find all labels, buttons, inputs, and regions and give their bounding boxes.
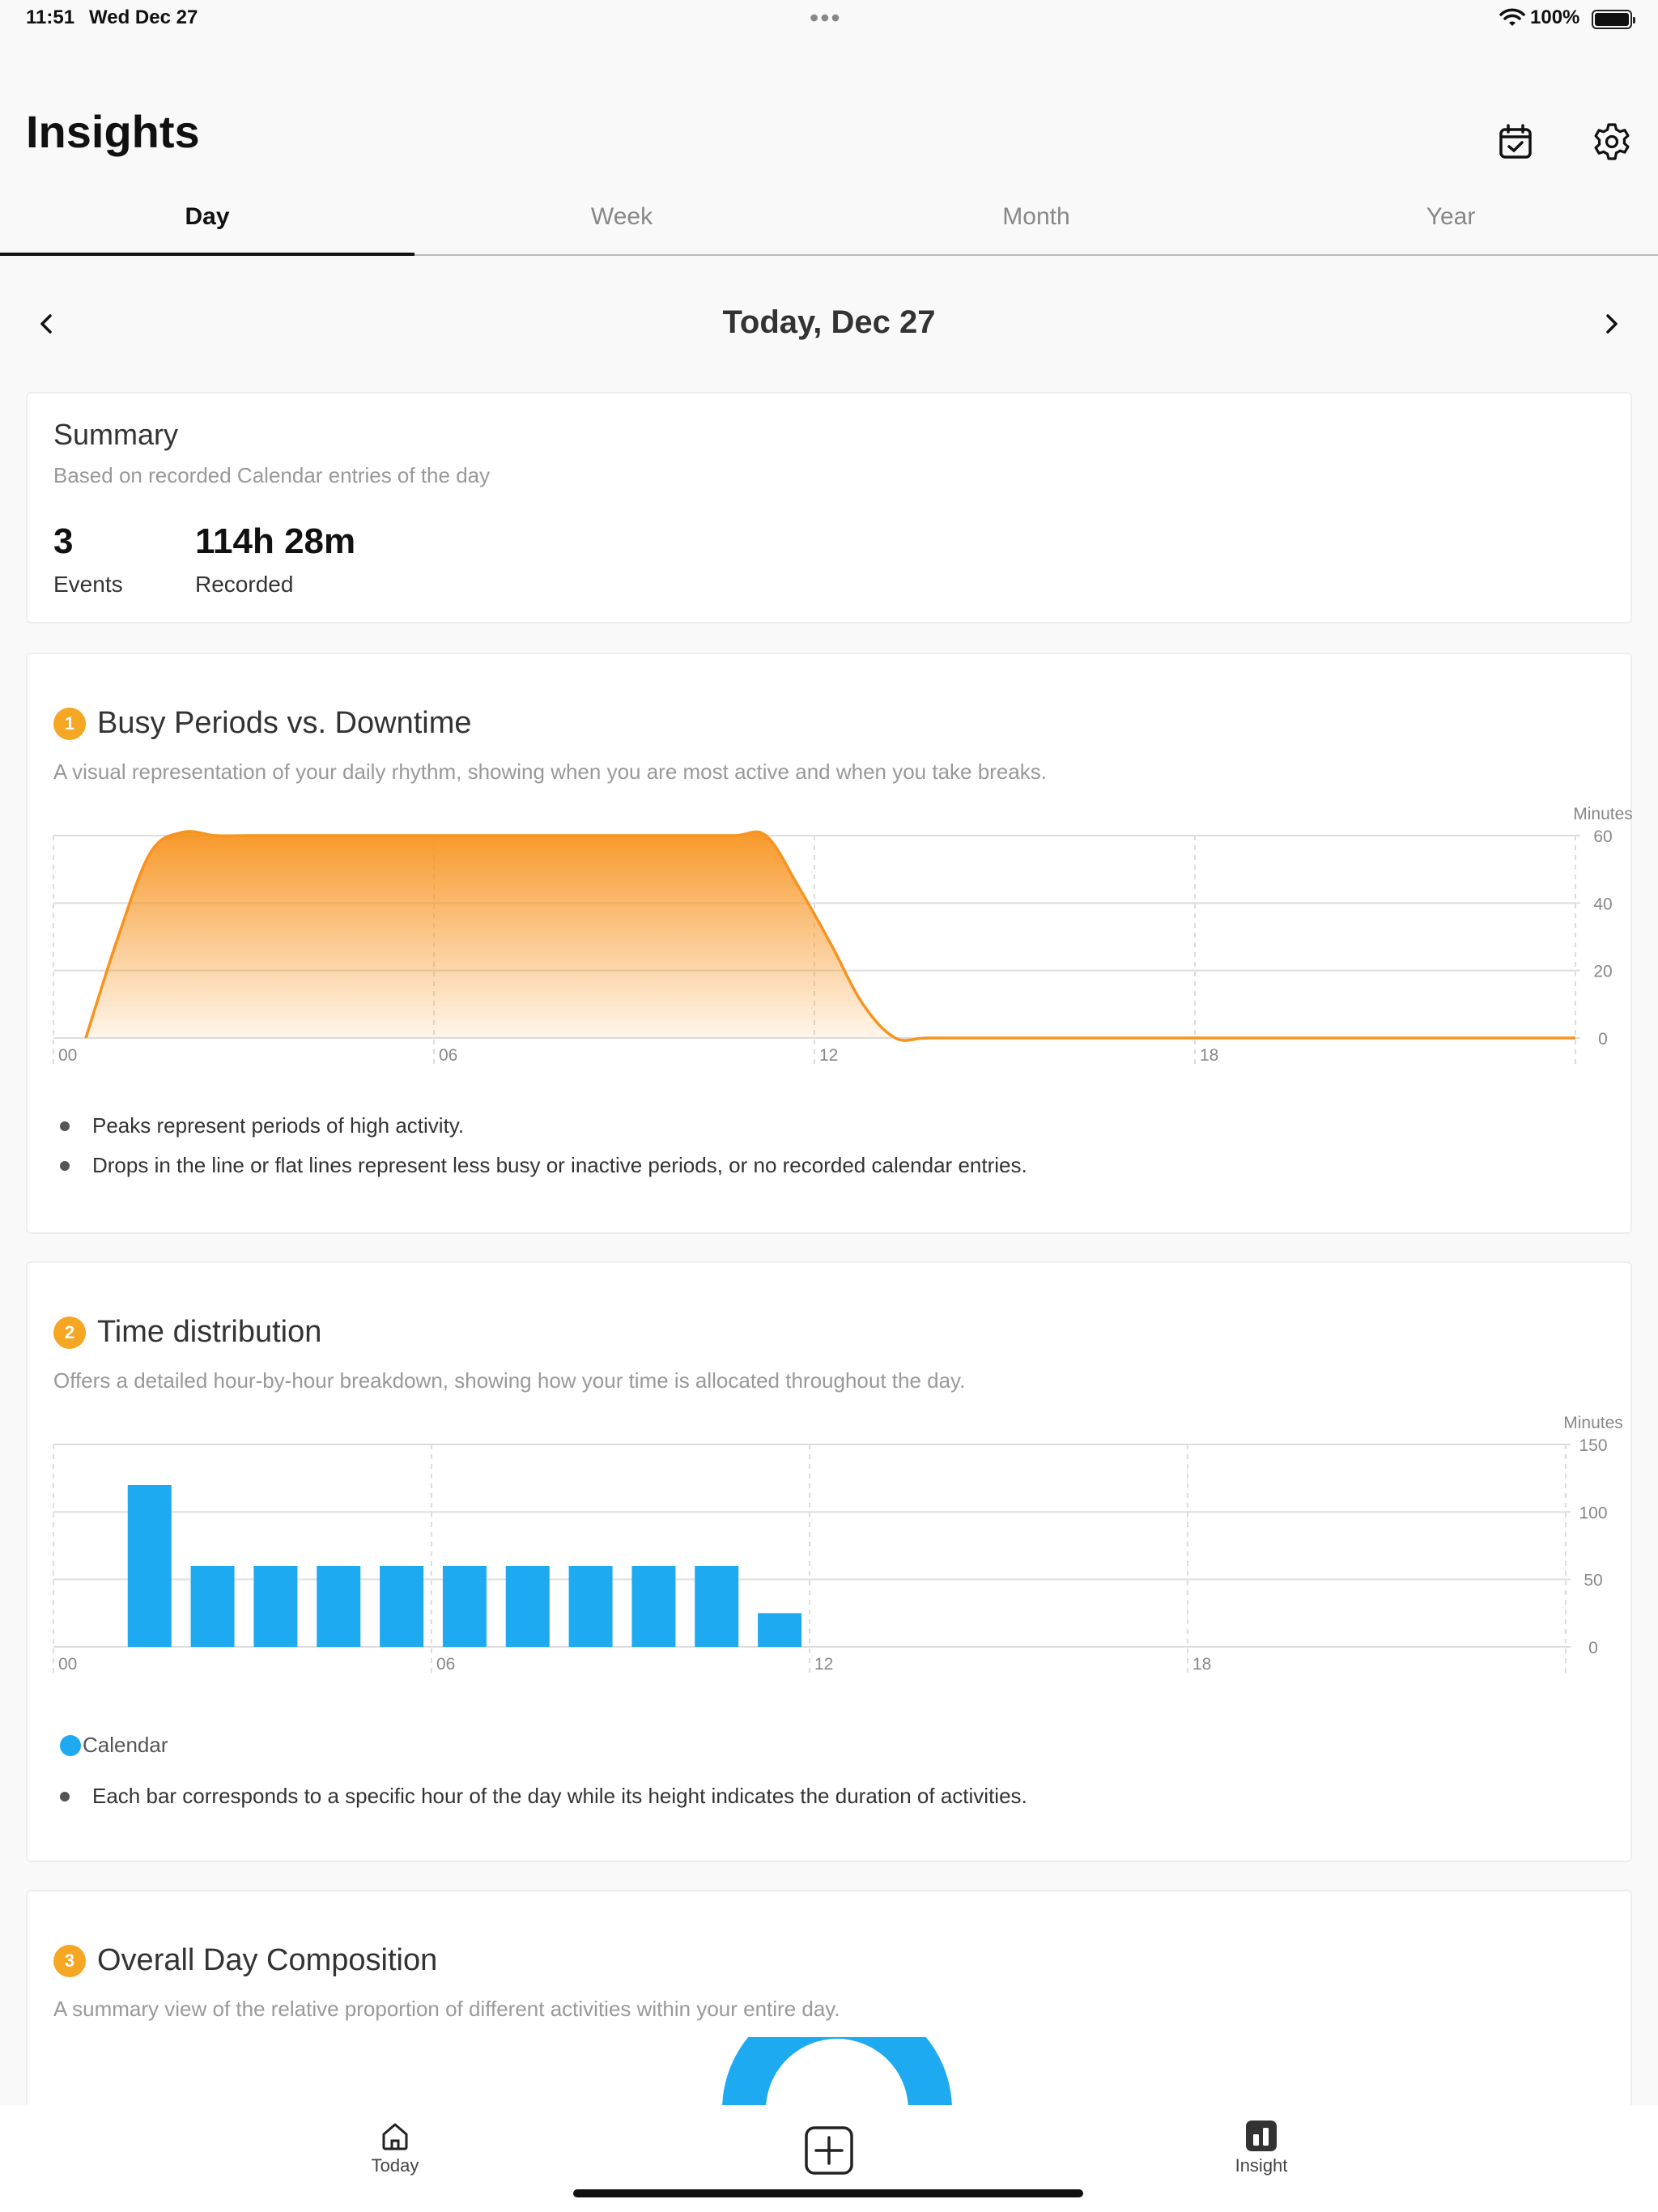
bar	[505, 1566, 550, 1647]
list-item: Each bar corresponds to a specific hour …	[60, 1781, 1027, 1821]
bar	[442, 1566, 487, 1647]
chart-legend: Calendar	[60, 1733, 168, 1758]
x-tick-label: 00	[58, 1046, 77, 1065]
section-number-badge: 2	[53, 1316, 86, 1349]
section-heading: 2 Time distribution	[53, 1315, 321, 1350]
tab-today[interactable]: Today	[338, 2118, 452, 2176]
section-heading: 1 Busy Periods vs. Downtime	[53, 706, 472, 741]
gear-icon[interactable]	[1592, 121, 1632, 162]
y-tick-label: 50	[1584, 1572, 1602, 1590]
tab-week[interactable]: Week	[590, 203, 653, 230]
events-label: Events	[53, 572, 123, 597]
x-tick-label: 12	[819, 1046, 838, 1065]
bullet-text: Each bar corresponds to a specific hour …	[92, 1784, 1027, 1808]
bar	[127, 1485, 172, 1647]
area-fill	[86, 831, 1575, 1041]
bar	[317, 1566, 361, 1647]
bullet-dot-icon	[60, 1792, 70, 1802]
y-tick-label: 60	[1593, 827, 1612, 846]
y-tick-label: 150	[1579, 1436, 1607, 1455]
plus-square-icon	[805, 2126, 853, 2175]
home-indicator	[573, 2189, 1083, 2197]
y-axis-label: Minutes	[1573, 805, 1633, 823]
bullet-text: Drops in the line or flat lines represen…	[92, 1153, 1027, 1177]
tab-insight[interactable]: Insight	[1205, 2118, 1318, 2176]
y-tick-label: 40	[1593, 895, 1612, 913]
home-icon	[382, 2123, 408, 2150]
page-title: Insights	[26, 106, 200, 157]
donut-segment-calendar	[722, 2037, 952, 2110]
busy-bullets: Peaks represent periods of high activity…	[60, 1111, 1027, 1190]
tab-today-label: Today	[371, 2155, 419, 2176]
series-line	[84, 830, 1575, 1042]
y-tick-label: 0	[1598, 1030, 1608, 1049]
list-item: Peaks represent periods of high activity…	[60, 1111, 1027, 1151]
bar	[568, 1566, 613, 1647]
bullet-dot-icon	[60, 1161, 70, 1171]
status-bar: 11:51 Wed Dec 27 ••• 100%	[0, 0, 1658, 39]
status-date: Wed Dec 27	[89, 6, 198, 28]
y-tick-label: 100	[1579, 1504, 1607, 1522]
tab-insight-label: Insight	[1235, 2155, 1288, 2176]
recorded-time: 114h 28m	[195, 521, 356, 561]
recorded-label: Recorded	[195, 572, 294, 597]
composition-donut-chart	[722, 2037, 952, 2110]
y-tick-label: 0	[1588, 1639, 1598, 1657]
bar	[253, 1566, 298, 1647]
section-description: Offers a detailed hour-by-hour breakdown…	[53, 1368, 966, 1393]
section-title: Busy Periods vs. Downtime	[97, 706, 472, 740]
status-time: 11:51	[26, 6, 75, 28]
battery-percent: 100%	[1530, 6, 1580, 28]
date-navigator: Today, Dec 27	[0, 291, 1658, 356]
insight-chart-icon	[1246, 2121, 1277, 2151]
busy-periods-card: 1 Busy Periods vs. Downtime A visual rep…	[26, 653, 1633, 1234]
chevron-left-icon[interactable]	[31, 308, 63, 340]
y-tick-label: 20	[1593, 963, 1612, 981]
bar	[190, 1566, 235, 1647]
tab-year[interactable]: Year	[1426, 203, 1476, 230]
section-title: Overall Day Composition	[97, 1943, 438, 1977]
section-heading: 3 Overall Day Composition	[53, 1943, 437, 1978]
add-button[interactable]	[772, 2125, 886, 2176]
time-distribution-card: 2 Time distribution Offers a detailed ho…	[26, 1261, 1632, 1862]
bullet-text: Peaks represent periods of high activity…	[92, 1113, 465, 1138]
date-title: Today, Dec 27	[722, 304, 936, 340]
calendar-check-icon[interactable]	[1495, 121, 1536, 162]
x-tick-label: 00	[58, 1655, 77, 1674]
x-tick-label: 18	[1200, 1046, 1218, 1065]
tab-day[interactable]: Day	[0, 191, 414, 256]
x-tick-label: 12	[814, 1655, 833, 1674]
x-tick-label: 06	[436, 1655, 455, 1674]
summary-card: Summary Based on recorded Calendar entri…	[26, 392, 1632, 623]
battery-icon	[1592, 10, 1635, 29]
list-item: Drops in the line or flat lines represen…	[60, 1151, 1027, 1190]
events-count: 3	[53, 521, 74, 561]
bar	[695, 1566, 739, 1647]
legend-swatch	[60, 1734, 81, 1756]
summary-subtitle: Based on recorded Calendar entries of th…	[53, 463, 491, 487]
bar	[380, 1566, 424, 1647]
x-tick-label: 06	[439, 1046, 457, 1065]
wifi-icon	[1499, 8, 1525, 26]
tab-month[interactable]: Month	[1002, 203, 1070, 230]
section-number-badge: 1	[53, 707, 86, 740]
distribution-bullets: Each bar corresponds to a specific hour …	[60, 1781, 1027, 1821]
bar	[758, 1613, 802, 1647]
summary-title: Summary	[53, 418, 179, 451]
legend-label: Calendar	[83, 1733, 168, 1757]
section-description: A summary view of the relative proportio…	[53, 1997, 840, 2021]
chevron-right-icon[interactable]	[1595, 308, 1627, 340]
multitasking-dots-icon[interactable]: •••	[810, 3, 842, 32]
section-description: A visual representation of your daily rh…	[53, 759, 1047, 784]
x-tick-label: 18	[1192, 1655, 1211, 1674]
bar	[631, 1566, 676, 1647]
period-tabs: Day Week Month Year	[0, 191, 1658, 256]
section-title: Time distribution	[97, 1315, 322, 1349]
section-number-badge: 3	[53, 1944, 86, 1977]
y-axis-label: Minutes	[1563, 1414, 1623, 1432]
bullet-dot-icon	[60, 1121, 70, 1131]
